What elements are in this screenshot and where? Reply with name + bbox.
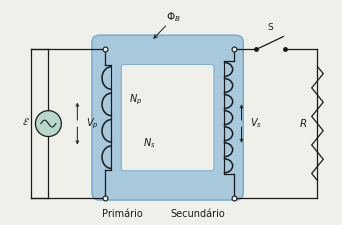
Circle shape [36,111,61,137]
Text: $\mathcal{E}$: $\mathcal{E}$ [22,116,30,127]
Text: $V_s$: $V_s$ [250,117,262,130]
Text: Secundário: Secundário [170,209,225,219]
Text: R: R [300,119,307,128]
Text: S: S [268,23,274,32]
Text: $\Phi_B$: $\Phi_B$ [166,10,181,24]
Text: Primário: Primário [102,209,143,219]
Text: $N_s$: $N_s$ [143,136,155,150]
Text: $V_p$: $V_p$ [86,116,98,131]
Text: $N_p$: $N_p$ [129,92,142,107]
FancyBboxPatch shape [92,35,243,200]
FancyBboxPatch shape [121,65,214,171]
